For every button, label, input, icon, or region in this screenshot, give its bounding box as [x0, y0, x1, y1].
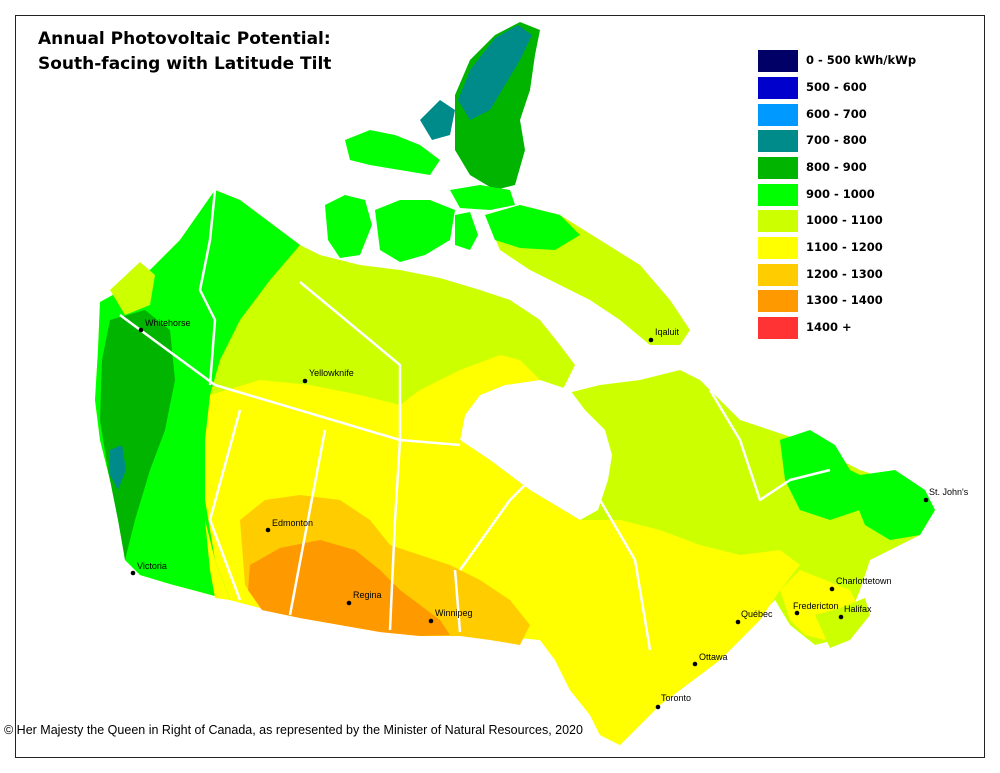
banks-island	[325, 195, 372, 258]
map-title-line2: South-facing with Latitude Tilt	[38, 54, 332, 74]
city-label: Winnipeg	[435, 608, 473, 618]
city-label: Toronto	[661, 693, 691, 703]
city-st-johns: St. John's	[923, 487, 969, 503]
city-toronto: Toronto	[655, 693, 691, 710]
city-victoria: Victoria	[130, 561, 167, 576]
legend-label: 1400 +	[806, 320, 852, 334]
zone-1100-1200	[205, 355, 800, 745]
zone-1000-1100-yukon	[110, 262, 155, 315]
legend-swatch	[758, 130, 798, 152]
province-boundaries	[119, 189, 831, 651]
city-quebec: Québec	[735, 609, 773, 625]
city-label: Ottawa	[699, 652, 728, 662]
city-regina: Regina	[346, 590, 382, 606]
legend-swatch	[758, 290, 798, 312]
legend-item: 1100 - 1200	[758, 237, 958, 259]
zone-700-800-bc-coast	[110, 445, 126, 490]
city-winnipeg: Winnipeg	[428, 608, 473, 624]
hudson-bay	[460, 380, 612, 520]
legend-swatch	[758, 317, 798, 339]
legend-swatch	[758, 104, 798, 126]
legend-swatch	[758, 157, 798, 179]
zone-800-900-bc-coast	[100, 310, 175, 560]
legend-label: 1200 - 1300	[806, 267, 883, 281]
zone-900-1000-east	[780, 430, 870, 520]
city-yellowknife: Yellowknife	[302, 368, 354, 384]
city-whitehorse: Whitehorse	[138, 318, 191, 333]
legend-swatch	[758, 264, 798, 286]
legend-swatch	[758, 50, 798, 72]
legend-label: 0 - 500 kWh/kWp	[806, 53, 917, 67]
legend-item: 600 - 700	[758, 104, 958, 126]
city-fredericton: Fredericton	[793, 601, 839, 616]
legend-swatch	[758, 210, 798, 232]
zone-1100-1200-bc-interior	[205, 520, 230, 600]
city-label: Whitehorse	[145, 318, 191, 328]
legend-item: 500 - 600	[758, 77, 958, 99]
map-title: Annual Photovoltaic Potential: South-fac…	[38, 27, 331, 77]
legend-swatch	[758, 184, 798, 206]
legend-swatch	[758, 77, 798, 99]
legend-swatch	[758, 237, 798, 259]
legend-label: 700 - 800	[806, 133, 867, 147]
city-halifax: Halifax	[838, 604, 872, 620]
legend-label: 1300 - 1400	[806, 293, 883, 307]
city-label: Iqaluit	[655, 327, 680, 337]
legend-item: 900 - 1000	[758, 184, 958, 206]
map-title-line1: Annual Photovoltaic Potential:	[38, 29, 331, 49]
city-label: Charlottetown	[836, 576, 892, 586]
legend-label: 600 - 700	[806, 107, 867, 121]
city-label: Edmonton	[272, 518, 313, 528]
devon-island	[450, 185, 515, 210]
newfoundland	[855, 470, 935, 540]
city-label: Fredericton	[793, 601, 839, 611]
legend-item: 0 - 500 kWh/kWp	[758, 50, 958, 72]
city-markers: Whitehorse Yellowknife Iqaluit Edmonton …	[130, 318, 969, 710]
axel-heiberg-island	[420, 100, 455, 140]
legend-label: 900 - 1000	[806, 187, 875, 201]
legend-label: 800 - 900	[806, 160, 867, 174]
city-label: Victoria	[137, 561, 167, 571]
legend-label: 500 - 600	[806, 80, 867, 94]
city-label: Yellowknife	[309, 368, 354, 378]
city-edmonton: Edmonton	[265, 518, 313, 533]
city-label: St. John's	[929, 487, 969, 497]
ellesmere-teal	[458, 25, 532, 120]
city-label: Halifax	[844, 604, 872, 614]
legend-item: 1000 - 1100	[758, 210, 958, 232]
legend-label: 1000 - 1100	[806, 213, 883, 227]
city-charlottetown: Charlottetown	[829, 576, 892, 592]
legend-item: 1200 - 1300	[758, 264, 958, 286]
legend-item: 800 - 900	[758, 157, 958, 179]
arctic-islands	[325, 22, 690, 380]
copyright-credit: © Her Majesty the Queen in Right of Cana…	[4, 723, 583, 737]
zone-1000-1100-nova-scotia	[815, 598, 870, 648]
legend-label: 1100 - 1200	[806, 240, 883, 254]
victoria-island	[375, 200, 455, 262]
city-label: Québec	[741, 609, 773, 619]
legend-item: 700 - 800	[758, 130, 958, 152]
somerset-island	[455, 212, 478, 250]
city-label: Regina	[353, 590, 382, 600]
legend-item: 1300 - 1400	[758, 290, 958, 312]
baffin-north-green	[485, 205, 580, 250]
legend-item: 1400 +	[758, 317, 958, 339]
city-iqaluit: Iqaluit	[648, 327, 680, 343]
city-ottawa: Ottawa	[692, 652, 728, 667]
parry-islands	[345, 130, 440, 175]
